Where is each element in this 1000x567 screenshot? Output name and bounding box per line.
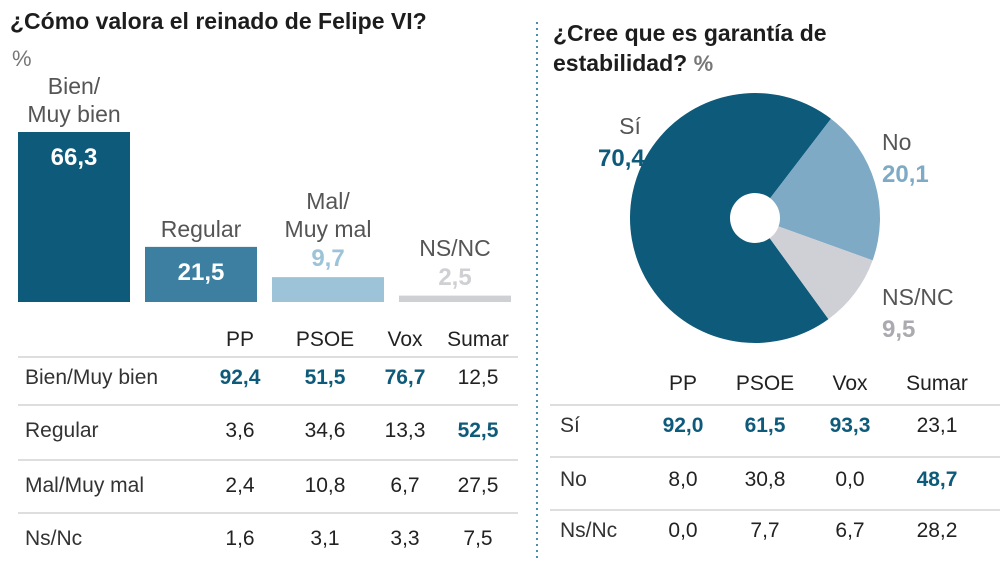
slice-label: No <box>882 129 912 155</box>
table-cell: 6,7 <box>835 519 865 542</box>
table-cell: 3,1 <box>310 527 340 550</box>
table-cell: 12,5 <box>457 366 499 389</box>
column-header: Sumar <box>447 328 509 351</box>
table-cell: 93,3 <box>829 414 871 437</box>
table-cell: 0,0 <box>835 468 865 491</box>
column-header: Vox <box>387 328 423 351</box>
category-label: Regular <box>160 215 242 242</box>
unit: % <box>693 51 714 76</box>
category-label: Bien/ Muy bien <box>27 73 121 127</box>
chart-title: ¿Cree que es garantía de estabilidad? % <box>553 18 883 79</box>
category-label: NS/NC <box>419 234 491 261</box>
table-cell: 28,2 <box>916 519 958 542</box>
table-cell: 23,1 <box>916 414 958 437</box>
column-header: Vox <box>832 372 868 395</box>
table-cell: 6,7 <box>390 474 420 497</box>
column-header: PP <box>668 372 698 395</box>
table-cell: 2,4 <box>225 474 255 497</box>
table-cell: 0,0 <box>668 519 698 542</box>
column-header: Sumar <box>906 372 968 395</box>
slice-value: 9,5 <box>882 316 916 343</box>
table-cell: 48,7 <box>916 468 958 491</box>
pie-slice <box>755 218 873 320</box>
slice-value: 20,1 <box>882 161 929 188</box>
row-label: Regular <box>25 419 99 442</box>
value-label: 2,5 <box>438 263 472 291</box>
table-cell: 30,8 <box>744 468 786 491</box>
table-cell: 8,0 <box>668 468 698 491</box>
row-label: Sí <box>560 414 580 437</box>
table-cell: 61,5 <box>744 414 786 437</box>
chart-title: ¿Cómo valora el reinado de Felipe VI? <box>10 8 427 34</box>
table-cell: 27,5 <box>457 474 499 497</box>
row-label: Bien/Muy bien <box>25 366 159 389</box>
table-cell: 1,6 <box>225 527 255 550</box>
row-label: Mal/Muy mal <box>25 474 145 497</box>
column-header: PP <box>225 328 255 351</box>
bar <box>145 246 257 302</box>
title-text: ¿Cree que es garantía de estabilidad? <box>553 20 827 76</box>
value-label: 21,5 <box>177 258 225 286</box>
table-cell: 34,6 <box>304 419 346 442</box>
row-label: Ns/Nc <box>25 527 83 550</box>
value-label: 9,7 <box>311 245 345 273</box>
row-label: No <box>560 468 587 491</box>
table-cell: 3,6 <box>225 419 255 442</box>
table-cell: 52,5 <box>457 419 499 442</box>
table-cell: 51,5 <box>304 366 346 389</box>
bar <box>399 295 511 302</box>
table-cell: 76,7 <box>384 366 426 389</box>
table-cell: 92,4 <box>219 366 261 389</box>
table-cell: 7,5 <box>463 527 493 550</box>
table-cell: 10,8 <box>304 474 346 497</box>
slice-value: 70,4 <box>598 145 645 172</box>
pie-hole <box>730 193 780 243</box>
pie-slice <box>755 118 880 261</box>
value-label: 66,3 <box>50 144 98 171</box>
table-cell: 92,0 <box>662 414 704 437</box>
table-cell: 7,7 <box>750 519 780 542</box>
table-cell: 3,3 <box>390 527 420 550</box>
category-label: Mal/ Muy mal <box>284 188 372 243</box>
table-cell: 13,3 <box>384 419 426 442</box>
slice-label: NS/NC <box>882 284 954 310</box>
slice-label: Sí <box>619 113 641 139</box>
unit: % <box>12 46 32 71</box>
bar <box>272 277 384 302</box>
column-header: PSOE <box>295 328 355 351</box>
column-header: PSOE <box>735 372 795 395</box>
row-label: Ns/Nc <box>560 519 618 542</box>
bar <box>18 132 130 302</box>
